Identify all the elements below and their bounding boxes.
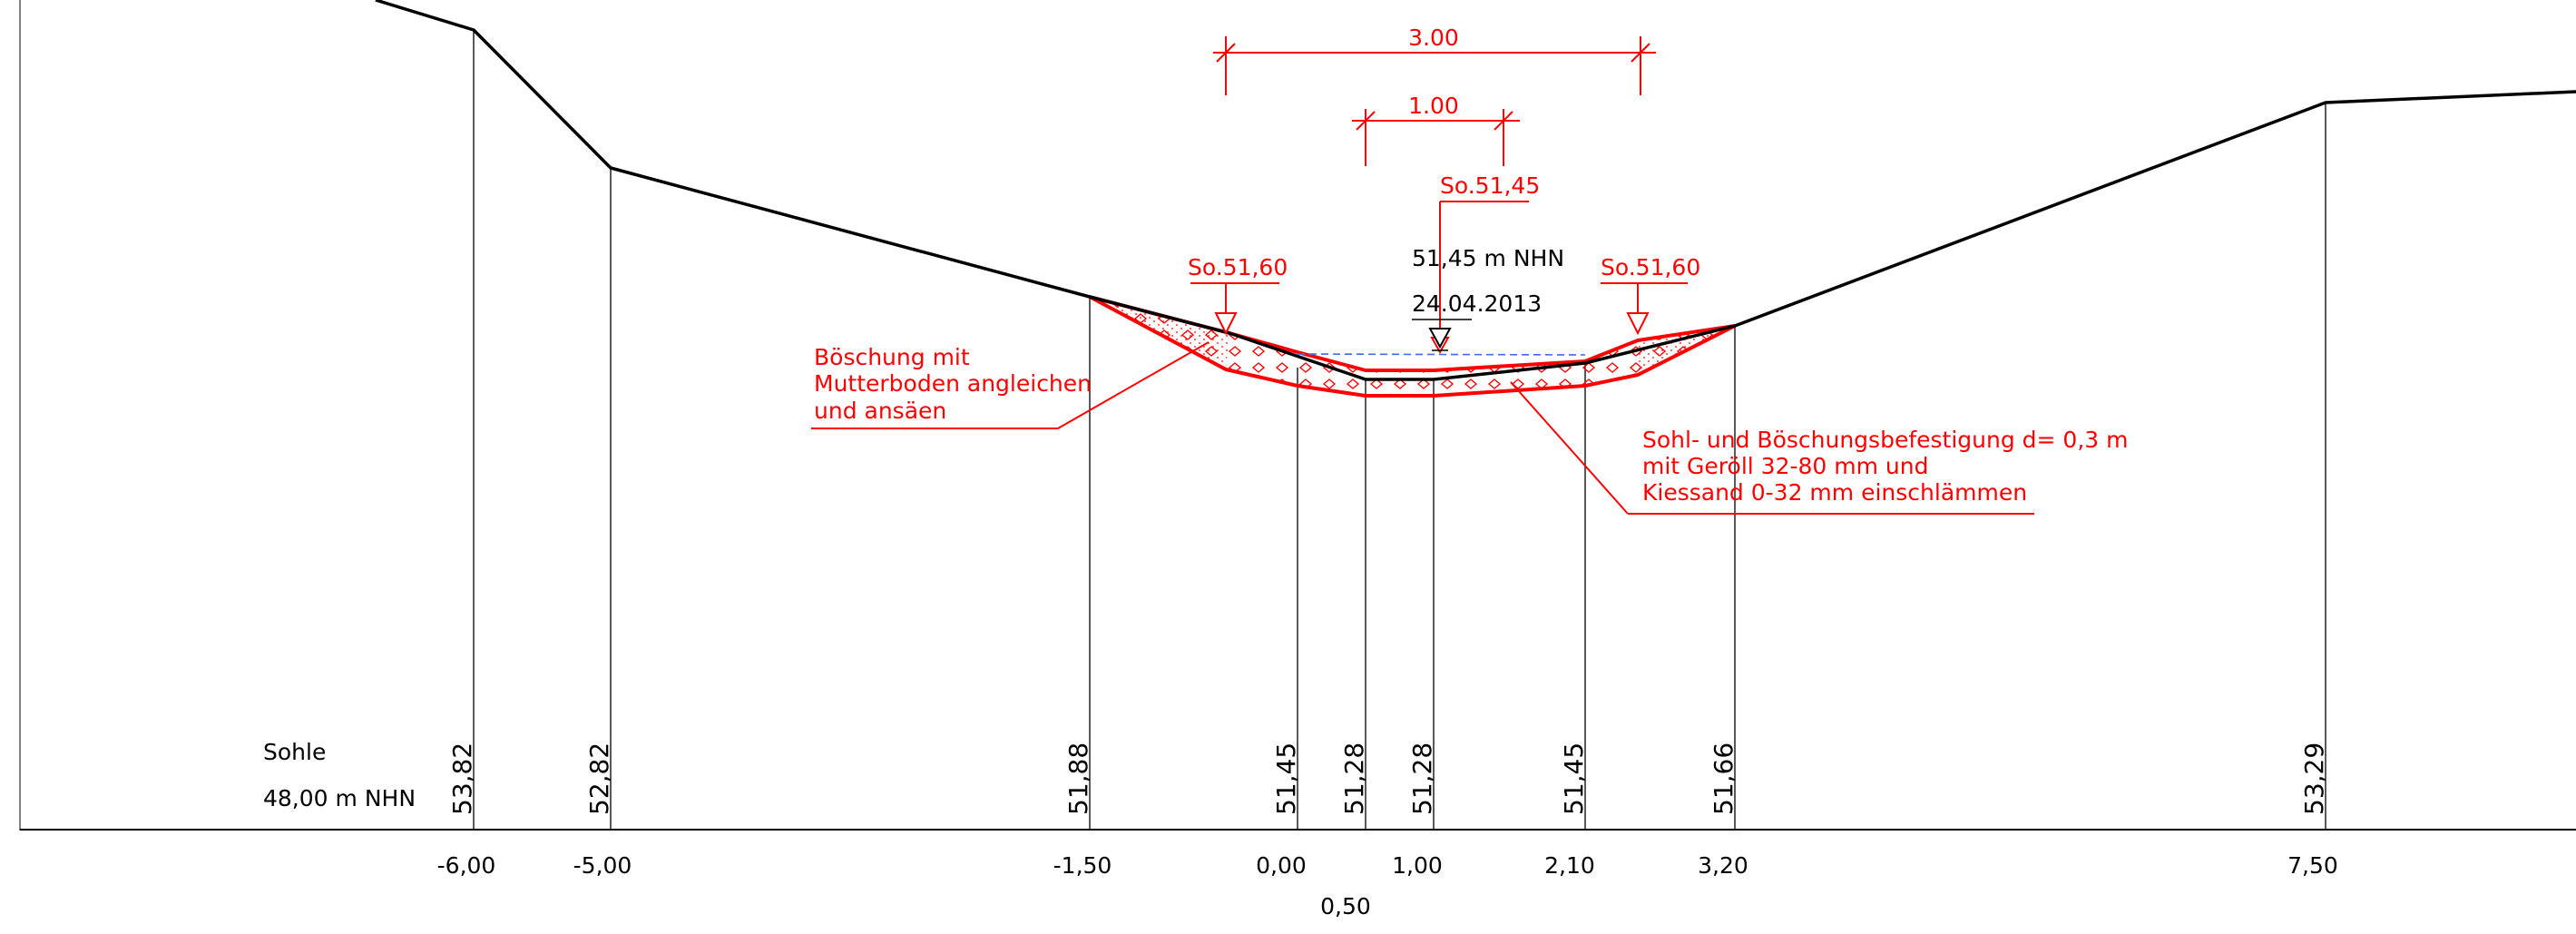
offset-labels: -6,00 -5,00 -1,50 0,00 0,50 1,00 2,10 3,… bbox=[437, 852, 2338, 919]
water-level-date: 24.04.2013 bbox=[1412, 290, 1542, 317]
reference-label: Sohle bbox=[263, 739, 326, 765]
sole-mark-right bbox=[1601, 282, 1688, 336]
offset-label: 1,00 bbox=[1392, 852, 1443, 879]
tick-mark bbox=[1494, 111, 1513, 131]
water-level-value: 51,45 m NHN bbox=[1412, 245, 1564, 271]
offset-label: -5,00 bbox=[573, 852, 632, 879]
reference-datum: 48,00 m NHN bbox=[263, 785, 416, 811]
dimension-top-width bbox=[1213, 36, 1656, 95]
offset-label: -1,50 bbox=[1053, 852, 1112, 879]
sole-marker-triangle bbox=[1214, 312, 1238, 336]
elevation-label: 51,28 bbox=[1339, 742, 1369, 815]
water-line bbox=[1297, 353, 1586, 356]
sole-mark-right-label: So.51,60 bbox=[1601, 254, 1700, 280]
leader-line bbox=[1510, 381, 1629, 515]
tick-mark bbox=[1631, 43, 1650, 63]
elevation-label: 53,82 bbox=[447, 742, 477, 815]
station-lines bbox=[473, 30, 2326, 830]
terrain-profile bbox=[375, 0, 2576, 381]
dimension-bottom-width bbox=[1352, 109, 1520, 166]
slope-note-line-3: und ansäen bbox=[814, 398, 946, 424]
offset-label: 7,50 bbox=[2287, 852, 2338, 879]
protection-note-line-1: Sohl- und Böschungsbefestigung d= 0,3 m bbox=[1642, 427, 2128, 453]
sole-marker-triangle bbox=[1626, 312, 1650, 336]
water-level-triangle bbox=[1428, 328, 1452, 349]
elevation-label: 51,88 bbox=[1063, 742, 1093, 815]
elevation-label: 53,29 bbox=[2299, 742, 2329, 815]
elevation-label: 52,82 bbox=[584, 742, 614, 815]
elevation-labels: 53,82 52,82 51,88 51,45 51,28 51,28 51,4… bbox=[447, 742, 2329, 815]
sole-mark-center-label: So.51,45 bbox=[1440, 172, 1540, 199]
offset-label: 0,00 bbox=[1256, 852, 1307, 879]
offset-label: 0,50 bbox=[1320, 893, 1371, 919]
protection-note-line-2: mit Geröll 32-80 mm und bbox=[1642, 453, 1928, 479]
sole-mark-left-label: So.51,60 bbox=[1188, 254, 1288, 280]
tick-mark bbox=[1216, 43, 1236, 63]
elevation-label: 51,45 bbox=[1559, 742, 1589, 815]
elevation-label: 51,45 bbox=[1271, 742, 1301, 815]
offset-label: 2,10 bbox=[1544, 852, 1595, 879]
slope-note-leader bbox=[811, 341, 1210, 429]
elevation-label: 51,28 bbox=[1407, 742, 1437, 815]
protection-note-line-3: Kiessand 0-32 mm einschlämmen bbox=[1642, 479, 2027, 506]
slope-note-line-1: Böschung mit bbox=[814, 344, 970, 370]
offset-label: 3,20 bbox=[1698, 852, 1748, 879]
dimension-top-label: 3.00 bbox=[1408, 25, 1459, 51]
tick-mark bbox=[1356, 111, 1376, 131]
sole-mark-left bbox=[1190, 282, 1279, 336]
sole-mark-center bbox=[1430, 201, 1529, 355]
dimension-bottom-label: 1.00 bbox=[1408, 93, 1459, 119]
protection-note-leader bbox=[1510, 381, 2034, 515]
slope-note-line-2: Mutterboden angleichen bbox=[814, 370, 1092, 397]
leader-line bbox=[1057, 341, 1210, 429]
elevation-label: 51,66 bbox=[1709, 742, 1739, 815]
offset-label: -6,00 bbox=[437, 852, 496, 879]
